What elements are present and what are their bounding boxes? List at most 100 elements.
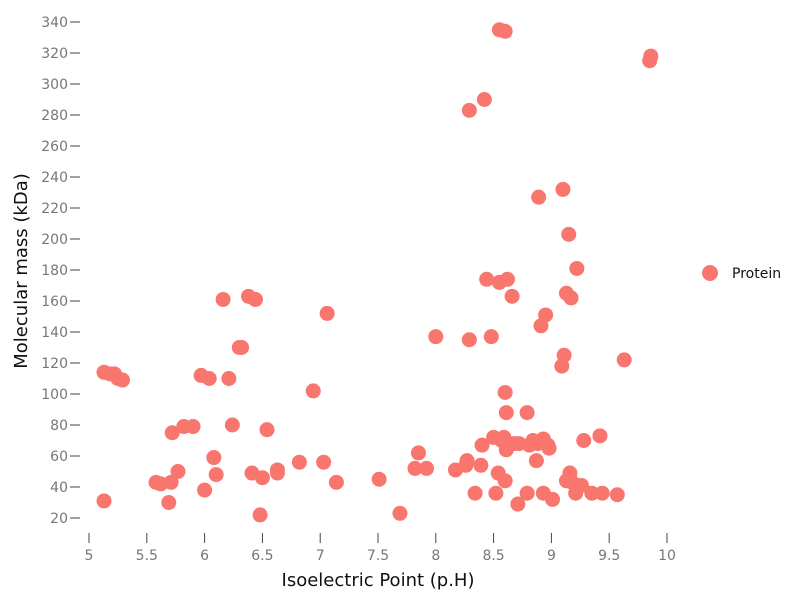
data-point [561,226,577,242]
data-point [459,453,475,469]
data-point [407,460,423,476]
y-tick-label: 240 [41,170,68,186]
data-point [392,505,408,521]
data-point [305,383,321,399]
data-point [510,496,526,512]
y-tick-label: 140 [41,325,68,341]
y-tick-label: 200 [41,232,68,248]
data-point [594,485,610,501]
data-point [616,352,632,368]
data-point [474,437,490,453]
data-point [461,332,477,348]
data-points [96,22,659,523]
data-point [96,493,112,509]
legend-label-protein: Protein [732,266,781,282]
y-tick-label: 60 [50,449,68,465]
data-point [609,487,625,503]
data-point [569,260,585,276]
data-point [201,371,217,386]
y-tick-label: 260 [41,139,68,155]
data-point [316,454,332,470]
data-point [163,474,179,490]
data-point [499,271,515,287]
data-point [541,440,557,456]
data-point [538,307,554,323]
data-point [185,419,201,435]
x-tick-label: 5 [85,548,94,564]
x-tick-label: 9.5 [598,548,620,564]
data-point [328,474,344,490]
data-point [584,485,600,501]
y-tick-label: 120 [41,356,68,372]
data-point [504,288,520,304]
x-axis: 5 5.5 6 6.5 7 7.5 8 8.5 9 9.5 10 [85,533,676,564]
data-point [115,372,131,388]
data-point [476,92,492,107]
data-point [319,305,335,321]
x-tick-label: 10 [658,548,676,564]
x-tick-label: 6 [200,548,209,564]
legend-marker [702,265,718,281]
data-point [467,485,483,501]
data-point [555,181,571,197]
data-point [576,433,592,448]
y-tick-label: 40 [50,480,68,496]
data-point [234,340,250,355]
data-point [269,465,285,481]
data-point [428,329,444,345]
y-axis: 20 40 60 80 100 120 140 160 180 200 220 240 260 280 30… [41,15,80,527]
data-point [473,457,489,473]
x-tick-label: 8 [431,548,440,564]
data-point [531,189,547,205]
data-point [643,48,659,64]
data-point [252,507,268,523]
data-point [479,271,495,287]
data-point [206,450,222,466]
data-point [563,290,579,306]
data-point [497,23,513,39]
y-tick-label: 320 [41,46,68,62]
data-point [259,422,275,438]
data-point [164,425,180,441]
x-tick-label: 8.5 [482,548,504,564]
data-point [208,467,224,483]
legend: Protein [702,265,781,282]
data-point [483,329,499,345]
data-point [371,471,387,487]
y-tick-label: 220 [41,201,68,217]
data-point [247,291,263,307]
data-point [498,405,514,421]
y-tick-label: 80 [50,418,68,434]
x-tick-label: 5.5 [136,548,158,564]
data-point [224,417,240,433]
data-point [461,102,477,118]
data-point [170,464,186,479]
data-point [497,473,513,489]
y-tick-label: 100 [41,387,68,403]
y-tick-label: 20 [50,511,68,527]
x-tick-label: 9 [547,548,556,564]
data-point [519,405,535,421]
data-point [488,485,504,501]
x-tick-label: 7 [316,548,325,564]
y-axis-title: Molecular mass (kDa) [11,173,32,368]
data-point [419,460,435,476]
data-point [528,453,544,469]
y-tick-label: 180 [41,263,68,279]
data-point [291,454,307,470]
y-tick-label: 160 [41,294,68,310]
data-point [573,477,589,493]
data-point [254,470,270,486]
data-point [215,291,231,307]
y-tick-label: 280 [41,108,68,124]
data-point [519,485,535,501]
data-point [161,495,177,510]
x-axis-title: Isoelectric Point (p.H) [282,570,475,591]
data-point [592,428,608,444]
x-tick-label: 6.5 [251,548,273,564]
data-point [556,347,572,363]
y-tick-label: 340 [41,15,68,31]
x-tick-label: 7.5 [367,548,389,564]
data-point [221,371,237,386]
